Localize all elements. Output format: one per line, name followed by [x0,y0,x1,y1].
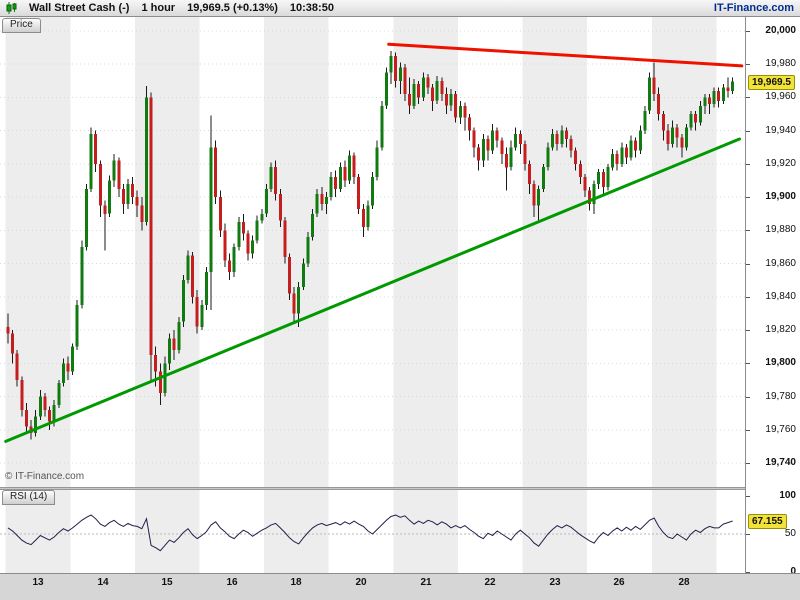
price-tick-label: 19,820 [765,324,796,336]
axis-tickmark [746,496,750,497]
date-label: 28 [678,577,690,588]
candlestick-icon [6,2,17,14]
axis-tickmark [746,330,750,332]
price-tick-label: 19,780 [765,390,796,402]
rsi-value-badge: 67.155 [748,513,787,529]
tab-rsi[interactable]: RSI (14) [2,490,56,505]
price-tick-label: 19,880 [765,224,796,236]
date-label: 21 [420,577,432,588]
price-chart-canvas[interactable] [0,17,745,487]
axis-tickmark [746,463,750,464]
axis-tickmark [746,263,750,265]
pane-splitter[interactable] [0,487,800,490]
date-label: 20 [355,577,367,588]
rsi-tick-label: 0 [790,566,796,577]
date-label: 26 [613,577,625,588]
price-tick-label: 19,940 [765,124,796,136]
axis-tickmark [746,163,750,165]
quote-label: 19,969.5 (+0.13%) [187,2,278,14]
price-tick-label: 19,840 [765,290,796,302]
price-tick-label: 19,920 [765,157,796,169]
rsi-tick-label: 100 [779,490,796,501]
rsi-chart-canvas[interactable] [0,490,745,573]
date-label: 15 [161,577,173,588]
price-tick-label: 19,740 [765,457,796,468]
date-label: 16 [226,577,238,588]
axis-tickmark [746,130,750,132]
date-label: 23 [549,577,561,588]
date-label: 13 [32,577,44,588]
date-label: 22 [484,577,496,588]
last-price-badge: 19,969.5 [748,74,795,90]
axis-tickmark [746,429,750,431]
axis-tickmark [746,396,750,398]
axis-tickmark [746,64,750,66]
axis-tickmark [746,296,750,298]
price-tick-label: 19,760 [765,423,796,435]
copyright-watermark: © IT-Finance.com [5,471,85,482]
time-axis[interactable]: 13 14 15 16 18 20 21 22 23 26 28 [0,573,800,600]
axis-tickmark [746,363,750,365]
price-tick-label: 19,980 [765,58,796,70]
axis-tickmark [746,572,750,573]
timeframe-label: 1 hour [141,2,176,14]
rsi-tick-label: 50 [784,528,796,539]
tab-price[interactable]: Price [2,18,41,33]
header-bar: Wall Street Cash (-) 1 hour 19,969.5 (+0… [0,0,800,17]
axis-tickmark [746,197,750,199]
date-label: 18 [290,577,302,588]
axis-tickmark [746,230,750,232]
price-tick-label: 19,960 [765,91,796,103]
price-tick-label: 20,000 [765,25,796,36]
price-tick-label: 19,800 [765,357,796,369]
price-axis[interactable]: 20,000 19,980 19,960 19,940 19,920 19,900 19,8… [745,17,800,577]
axis-tickmark [746,97,750,99]
axis-tickmark [746,31,750,32]
instrument-name: Wall Street Cash (-) [29,2,130,14]
date-label: 14 [97,577,109,588]
price-tick-label: 19,860 [765,257,796,269]
price-tick-label: 19,900 [765,191,796,203]
brand-link[interactable]: IT-Finance.com [713,2,794,14]
clock-label: 10:38:50 [289,2,334,14]
axis-tickmark [746,534,750,535]
